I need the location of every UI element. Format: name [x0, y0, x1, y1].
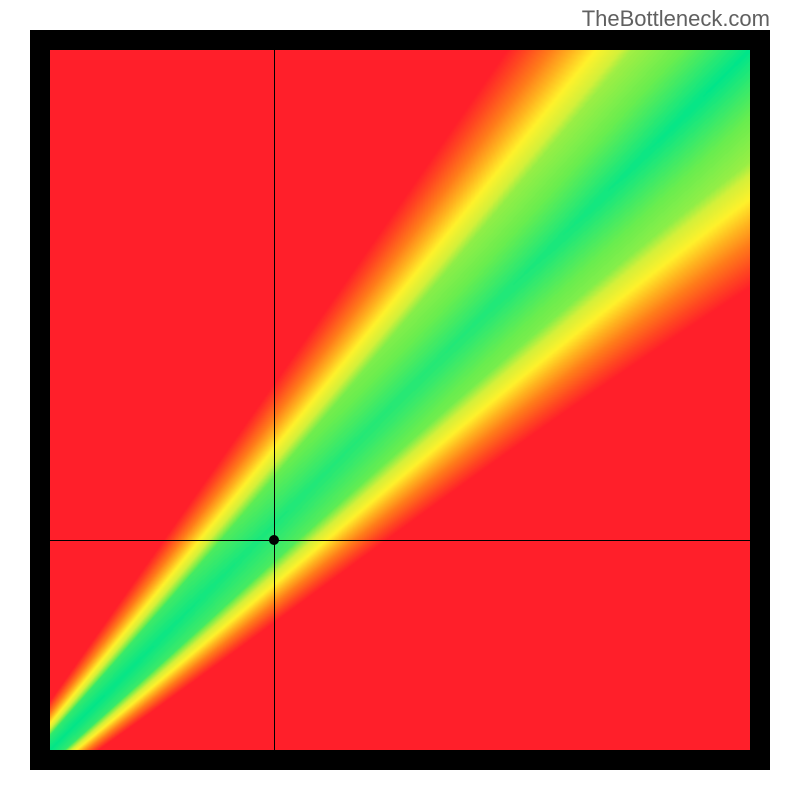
watermark-text: TheBottleneck.com	[582, 6, 770, 32]
heatmap-canvas	[50, 50, 750, 750]
plot-area	[50, 50, 750, 750]
marker-dot	[269, 535, 279, 545]
crosshair-horizontal	[50, 540, 750, 541]
chart-frame	[30, 30, 770, 770]
crosshair-vertical	[274, 50, 275, 750]
